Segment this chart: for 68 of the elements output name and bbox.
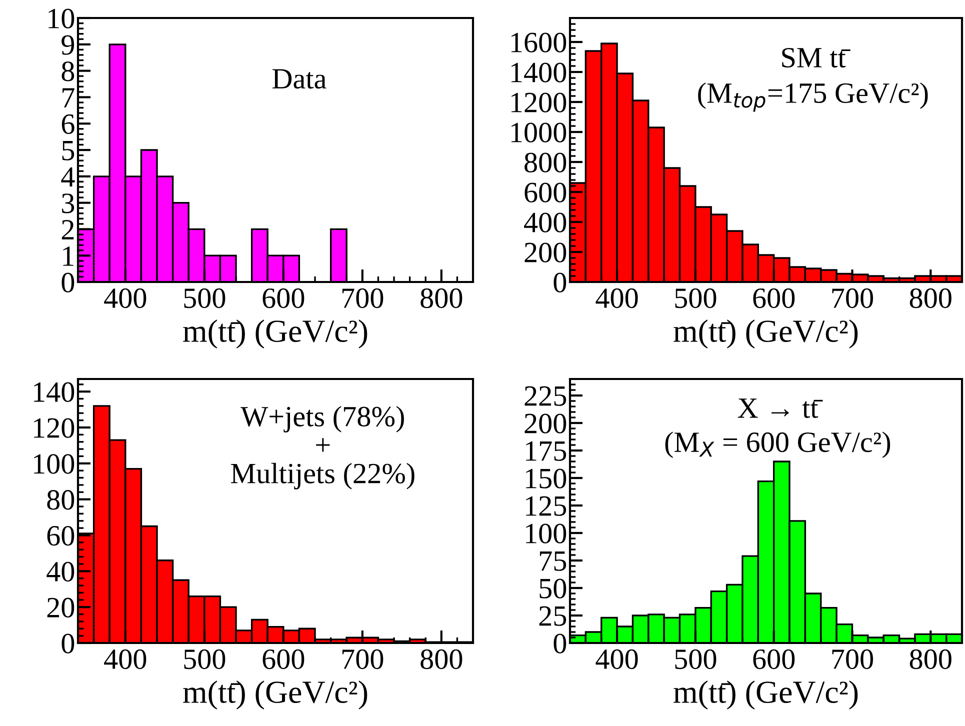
y-tick-label: 1400	[511, 62, 566, 82]
y-tick-label: 140	[34, 382, 74, 402]
annotation: Data	[272, 69, 326, 89]
y-tick-label: 10	[48, 8, 74, 28]
annotation: W+jets (78%) + Multijets (22%)	[230, 406, 414, 490]
x-tick-label: 800	[420, 288, 462, 308]
x-axis-title: m(tt̄) (GeV/c²)	[183, 680, 368, 710]
y-tick-label: 200	[524, 414, 566, 434]
x-tick-label: 700	[342, 288, 384, 308]
y-tick-label: 125	[526, 496, 566, 516]
y-tick-label: 600	[524, 182, 566, 202]
y-tick-label: 100	[526, 524, 566, 544]
x-tick-label: 700	[342, 649, 384, 670]
y-tick-label: 50	[540, 578, 566, 598]
y-tick-label: 1600	[511, 32, 566, 52]
y-tick-label: 100	[34, 454, 74, 474]
x-tick-label: 600	[262, 288, 304, 308]
y-tick-label: 6	[62, 114, 74, 134]
x-tick-label: 400	[596, 288, 638, 308]
y-tick-label: 1200	[511, 92, 566, 112]
y-tick-label: 2	[62, 220, 74, 240]
y-tick-label: 120	[34, 418, 74, 438]
annotation: (M$_{X}$ = 600 GeV/c²)	[665, 432, 890, 458]
x-tick-label: 500	[184, 288, 226, 308]
annotation: (M$_{top}$=175 GeV/c²)	[698, 82, 928, 112]
x-axis-title: m(tt̄) (GeV/c²)	[183, 320, 368, 349]
y-tick-label: 175	[526, 441, 566, 461]
x-axis-title: m(tt̄) (GeV/c²)	[674, 680, 858, 710]
x-tick-label: 700	[832, 649, 874, 670]
y-tick-label: 75	[540, 552, 566, 571]
y-tick-label: 1000	[511, 122, 566, 142]
y-tick-label: 0	[554, 634, 566, 654]
y-tick-label: 3	[62, 194, 74, 214]
x-tick-label: 800	[420, 649, 462, 670]
y-tick-label: 40	[46, 562, 74, 582]
x-tick-label: 800	[910, 288, 952, 308]
x-tick-label: 400	[104, 288, 146, 308]
y-tick-label: 1	[63, 246, 74, 266]
y-tick-label: 80	[47, 490, 74, 510]
x-axis-title: m(tt̄) (GeV/c²)	[674, 320, 858, 349]
y-tick-label: 150	[526, 468, 566, 488]
y-tick-label: 0	[62, 634, 74, 654]
x-tick-label: 500	[184, 649, 226, 670]
x-tick-label: 700	[832, 288, 874, 308]
x-tick-label: 400	[104, 649, 146, 670]
y-tick-label: 4	[61, 167, 75, 187]
annotation: SM tt̄	[782, 48, 850, 68]
x-tick-label: 600	[753, 649, 795, 670]
y-tick-label: 60	[47, 526, 74, 546]
y-tick-label: 0	[62, 272, 74, 292]
y-tick-label: 7	[62, 88, 74, 108]
y-tick-label: 5	[62, 141, 74, 160]
y-tick-label: 200	[524, 242, 566, 262]
x-tick-label: 600	[262, 649, 304, 670]
x-tick-label: 600	[753, 288, 795, 308]
x-tick-label: 500	[675, 288, 716, 308]
x-tick-label: 500	[675, 649, 716, 670]
x-tick-label: 800	[910, 649, 952, 670]
y-tick-label: 800	[524, 152, 566, 172]
y-tick-label: 8	[62, 62, 74, 82]
y-tick-label: 25	[539, 606, 566, 626]
y-tick-label: 20	[47, 598, 74, 618]
y-tick-label: 0	[554, 272, 566, 292]
y-tick-label: 9	[62, 35, 74, 55]
y-tick-label: 400	[524, 212, 566, 232]
x-tick-label: 400	[596, 649, 638, 670]
annotation: X → tt̄	[738, 398, 823, 418]
y-tick-label: 225	[524, 386, 566, 406]
